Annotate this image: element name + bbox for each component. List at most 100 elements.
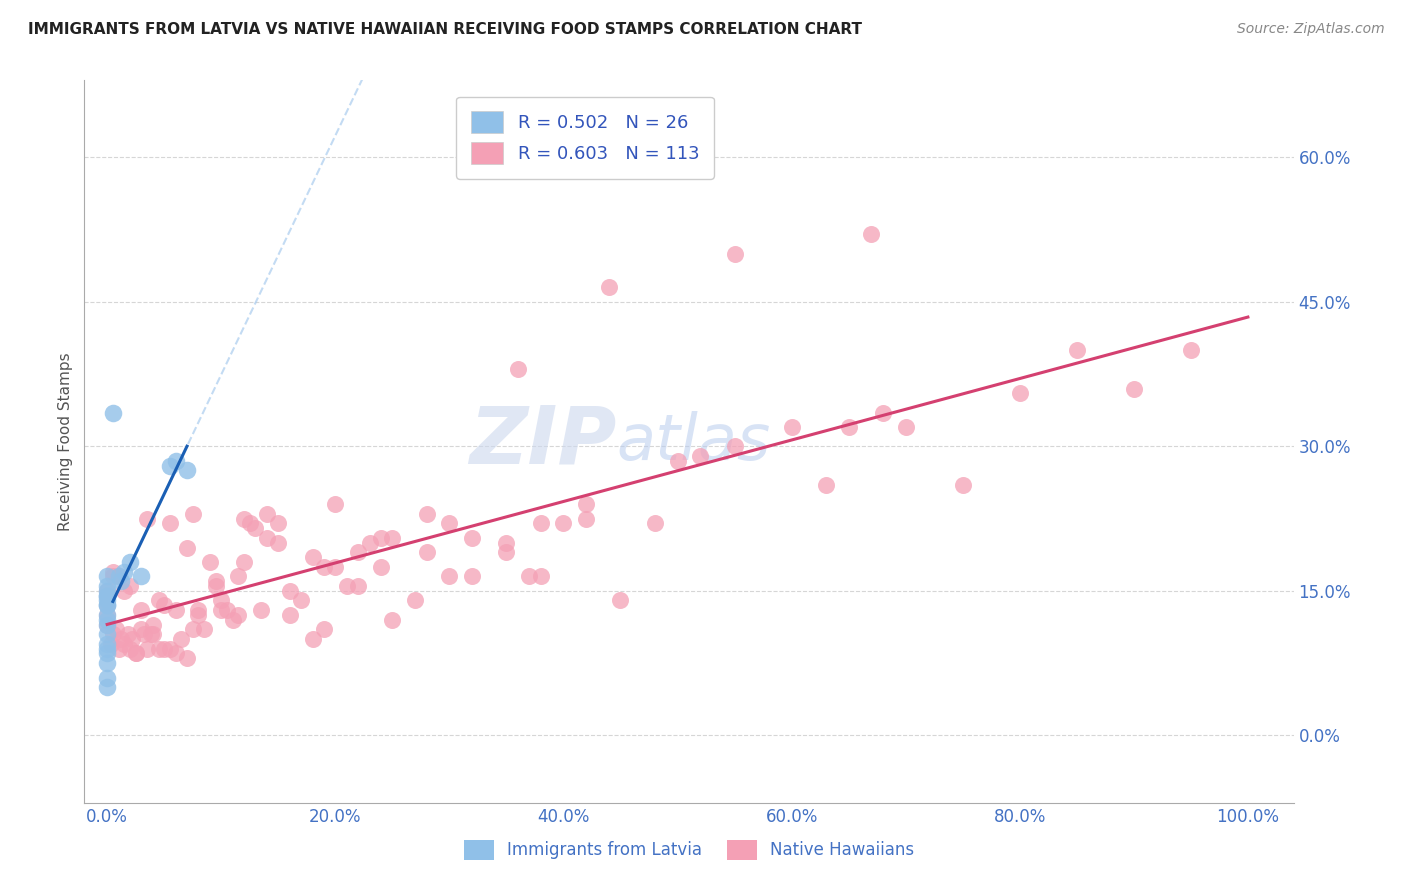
Point: [187, 607, 209, 622]
Point: [575, 497, 598, 511]
Point: [96, 569, 118, 583]
Point: [609, 593, 631, 607]
Point: [101, 406, 124, 420]
Point: [107, 569, 129, 583]
Point: [233, 555, 256, 569]
Point: [381, 613, 404, 627]
Point: [666, 454, 689, 468]
Point: [142, 627, 165, 641]
Point: [131, 623, 153, 637]
Point: [290, 593, 312, 607]
Point: [215, 603, 238, 617]
Point: [301, 550, 323, 565]
Point: [165, 603, 187, 617]
Point: [96, 641, 118, 656]
Point: [148, 641, 170, 656]
Point: [176, 651, 198, 665]
Point: [323, 497, 346, 511]
Point: [96, 607, 118, 622]
Point: [139, 627, 162, 641]
Point: [153, 641, 176, 656]
Point: [239, 516, 262, 531]
Point: [107, 641, 129, 656]
Point: [96, 617, 118, 632]
Point: [598, 280, 620, 294]
Point: [112, 565, 135, 579]
Text: Source: ZipAtlas.com: Source: ZipAtlas.com: [1237, 22, 1385, 37]
Point: [96, 583, 118, 598]
Point: [136, 641, 159, 656]
Point: [176, 463, 198, 477]
Point: [198, 555, 221, 569]
Point: [107, 569, 129, 583]
Point: [105, 623, 128, 637]
Point: [96, 593, 118, 607]
Point: [894, 420, 917, 434]
Point: [96, 680, 118, 694]
Point: [228, 607, 250, 622]
Point: [101, 569, 124, 583]
Point: [250, 603, 273, 617]
Point: [204, 574, 226, 589]
Point: [256, 531, 278, 545]
Point: [131, 603, 153, 617]
Point: [96, 617, 118, 632]
Point: [96, 607, 118, 622]
Point: [101, 565, 124, 579]
Point: [96, 656, 118, 670]
Point: [517, 569, 540, 583]
Point: [118, 641, 141, 656]
Point: [96, 647, 118, 661]
Point: [136, 511, 159, 525]
Point: [301, 632, 323, 646]
Point: [814, 478, 837, 492]
Point: [347, 579, 370, 593]
Point: [221, 613, 243, 627]
Point: [278, 583, 301, 598]
Point: [1066, 343, 1088, 357]
Point: [461, 569, 484, 583]
Point: [96, 599, 118, 613]
Point: [96, 613, 118, 627]
Point: [1008, 386, 1031, 401]
Point: [860, 227, 883, 242]
Point: [439, 569, 461, 583]
Point: [117, 627, 139, 641]
Point: [193, 623, 215, 637]
Point: [142, 617, 165, 632]
Point: [267, 535, 290, 549]
Point: [96, 579, 118, 593]
Text: IMMIGRANTS FROM LATVIA VS NATIVE HAWAIIAN RECEIVING FOOD STAMPS CORRELATION CHAR: IMMIGRANTS FROM LATVIA VS NATIVE HAWAIIA…: [28, 22, 862, 37]
Point: [336, 579, 359, 593]
Point: [96, 637, 118, 651]
Point: [125, 647, 148, 661]
Point: [176, 541, 198, 555]
Point: [952, 478, 974, 492]
Point: [96, 599, 118, 613]
Point: [1180, 343, 1202, 357]
Point: [312, 623, 335, 637]
Point: [96, 627, 118, 641]
Text: ZIP: ZIP: [470, 402, 616, 481]
Y-axis label: Receiving Food Stamps: Receiving Food Stamps: [58, 352, 73, 531]
Point: [165, 647, 187, 661]
Point: [228, 569, 250, 583]
Point: [644, 516, 666, 531]
Point: [323, 559, 346, 574]
Point: [159, 458, 181, 473]
Point: [256, 507, 278, 521]
Point: [370, 559, 392, 574]
Point: [96, 589, 118, 603]
Legend: Immigrants from Latvia, Native Hawaiians: Immigrants from Latvia, Native Hawaiians: [457, 833, 921, 867]
Point: [381, 531, 404, 545]
Point: [153, 599, 176, 613]
Point: [838, 420, 860, 434]
Point: [209, 593, 232, 607]
Point: [148, 593, 170, 607]
Text: atlas: atlas: [616, 410, 770, 473]
Point: [110, 632, 132, 646]
Point: [506, 362, 529, 376]
Point: [723, 246, 745, 260]
Point: [181, 507, 204, 521]
Point: [96, 589, 118, 603]
